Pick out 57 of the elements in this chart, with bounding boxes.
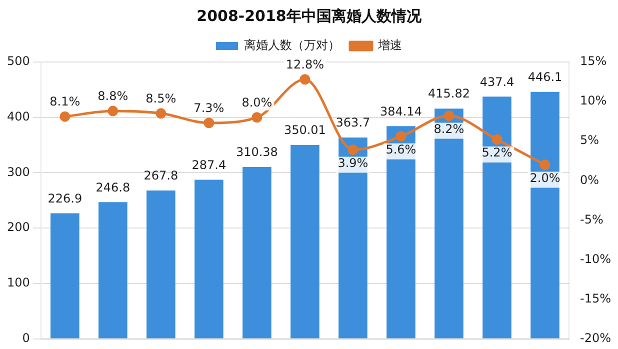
point [300,74,310,85]
point [396,131,406,142]
data-label: 2.0% [530,170,560,185]
bar [290,145,320,338]
bar [194,180,224,338]
y2-tick-label: 15% [580,54,607,68]
data-label: 3.9% [338,156,368,170]
data-label: 8.5% [146,92,176,106]
data-label: 437.4 [480,74,514,89]
bar [50,213,80,338]
data-label: 384.14 [380,104,422,118]
data-label: 415.82 [428,86,470,101]
y2-tick-label: -15% [580,291,612,306]
point [156,108,166,119]
y-tick-label: 500 [7,54,30,68]
point [108,106,118,116]
data-label: 287.4 [192,158,226,172]
point [204,118,214,128]
point [540,160,550,170]
point [252,112,262,123]
point [60,111,70,122]
y2-tick-label: 0% [580,172,600,187]
data-label: 7.3% [194,101,224,116]
y-tick-label: 400 [7,109,30,124]
y2-tick-label: 5% [580,133,600,148]
point [348,144,358,156]
data-label: 226.9 [48,191,82,206]
legend-label: 离婚人数（万对） [244,38,340,52]
y-tick-label: 100 [7,276,30,290]
data-label: 8.0% [242,95,272,110]
y2-tick-label: -20% [580,330,612,345]
data-label: 310.38 [236,145,278,160]
data-label: 8.2% [434,122,464,136]
y2-tick-label: -10% [580,252,612,266]
data-label: 267.8 [144,168,178,183]
y2-tick-label: -5% [580,212,604,226]
data-label: 363.7 [336,116,370,130]
data-label: 8.8% [98,89,128,104]
point [444,110,454,122]
y-tick-label: 0 [22,330,30,345]
y2-tick-label: 10% [580,94,607,108]
data-label: 5.2% [482,146,512,160]
chart-title: 2008-2018年中国离婚人数情况 [196,6,422,25]
data-label: 246.8 [96,180,130,194]
y-tick-label: 200 [7,220,30,234]
legend-label: 增速 [377,38,402,52]
data-label: 350.01 [284,123,326,138]
point [492,134,502,145]
y-tick-label: 300 [7,164,30,179]
bar [242,166,272,338]
bar [146,190,176,338]
bar [434,108,464,338]
data-label: 8.1% [50,94,80,109]
data-label: 12.8% [286,58,324,72]
data-label: 5.6% [386,142,416,156]
bar [98,202,128,338]
data-label: 446.1 [528,70,562,84]
